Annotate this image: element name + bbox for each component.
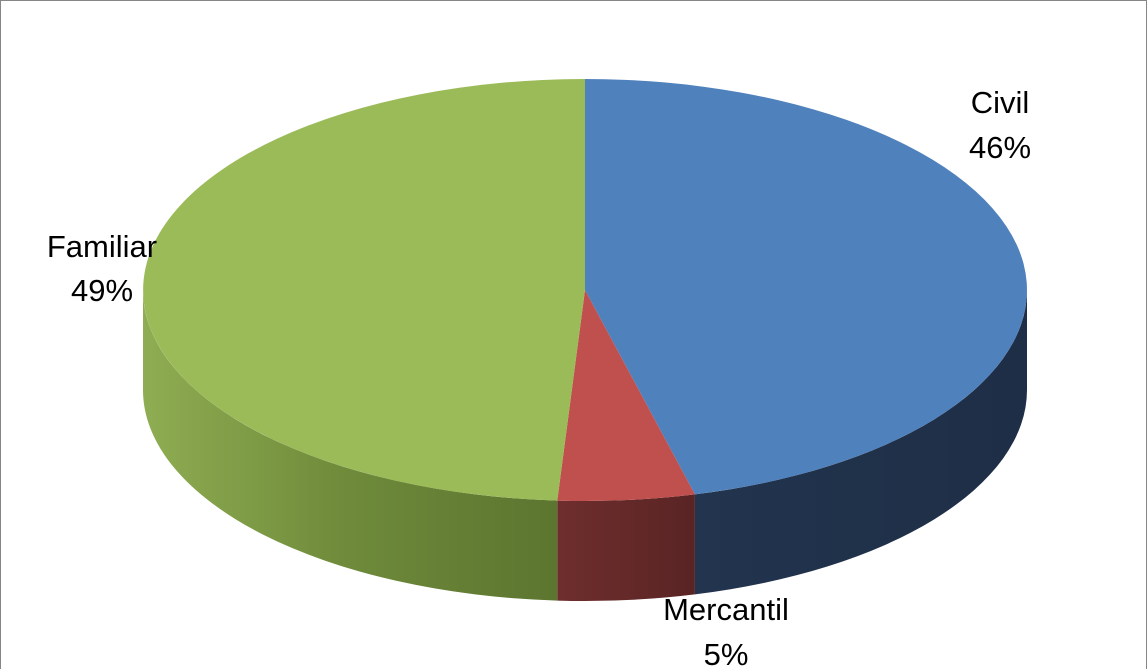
pie-side-mercantil (557, 494, 695, 601)
pie-sides (143, 290, 1027, 601)
pie-side-familiar (143, 290, 558, 601)
slice-label-mercantil-value: 5% (704, 637, 749, 669)
pie-slice-familiar (143, 79, 585, 501)
slice-label-familiar-name: Familiar (47, 229, 157, 264)
pie-slice-mercantil (557, 290, 695, 501)
pie-labels: Civil 46% Mercantil 5% Familiar 49% (47, 85, 1031, 669)
slice-label-mercantil-name: Mercantil (663, 592, 789, 627)
slice-label-familiar-value: 49% (71, 273, 133, 308)
pie-side-civil (694, 290, 1027, 595)
pie-tops (143, 79, 1027, 501)
slice-label-civil-name: Civil (971, 85, 1030, 120)
pie-slice-civil (585, 79, 1027, 495)
slice-label-civil-value: 46% (969, 130, 1031, 165)
